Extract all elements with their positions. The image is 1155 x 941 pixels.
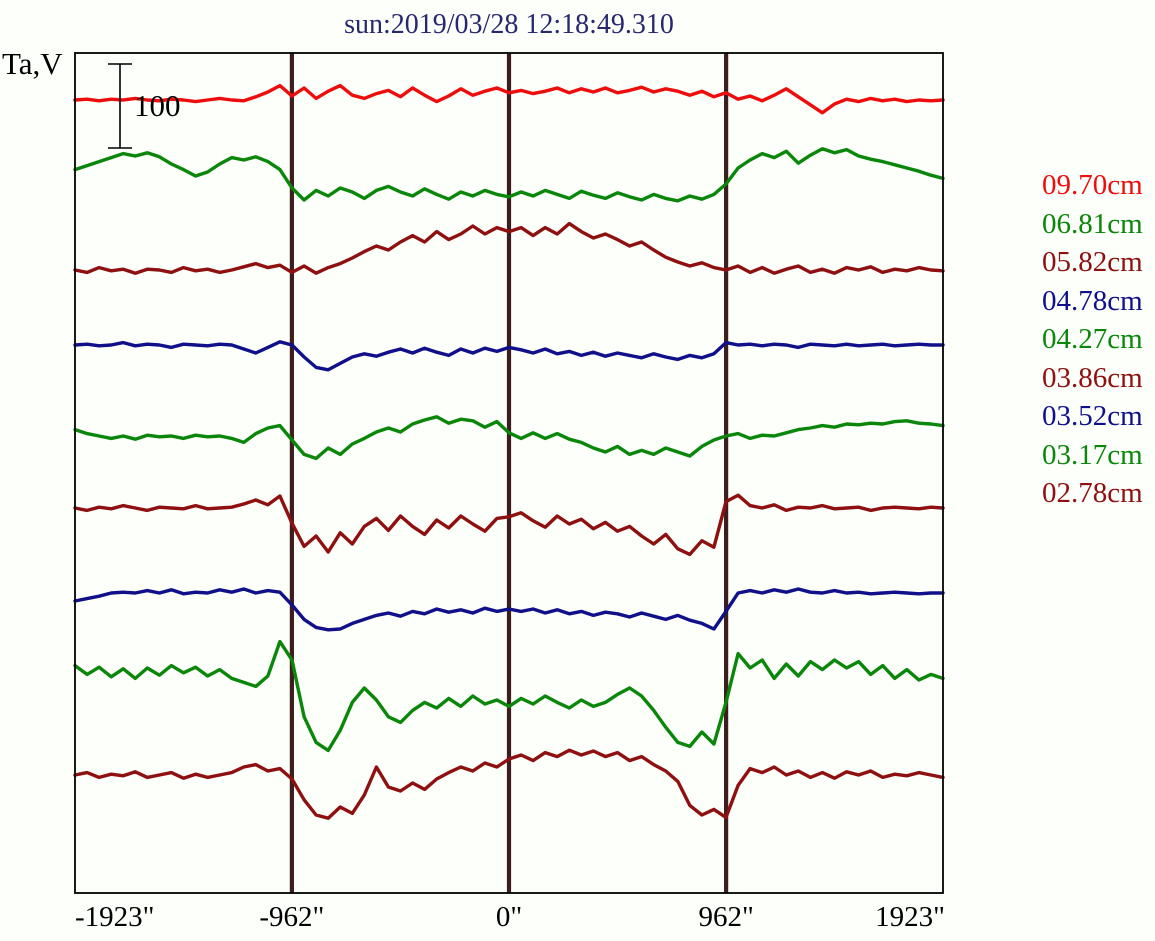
- legend-item-03.17cm: 03.17cm: [1042, 438, 1143, 471]
- trace-04.78cm: [73, 340, 945, 372]
- x-tick-labels: -1923" -962" 0" 962" 1923": [75, 901, 945, 933]
- legend-item-09.70cm: 09.70cm: [1042, 169, 1143, 201]
- trace-03.17cm: [73, 639, 945, 753]
- x-tick-label: 0": [496, 901, 522, 933]
- y-axis-label: Ta,V: [2, 46, 63, 81]
- plot-border: [74, 52, 944, 894]
- legend-item-04.27cm: 04.27cm: [1042, 323, 1143, 355]
- wavelength-legend: 09.70cm 06.81cm 05.82cm 04.78cm 04.27cm 03.86…: [1042, 166, 1143, 513]
- reference-lines: [289, 53, 729, 893]
- legend-item-02.78cm: 02.78cm: [1042, 477, 1143, 509]
- legend-item-03.86cm: 03.86cm: [1042, 361, 1143, 394]
- legend-item-03.52cm: 03.52cm: [1042, 400, 1143, 432]
- trace-05.82cm: [73, 221, 945, 275]
- legend-item-04.78cm: 04.78cm: [1042, 284, 1143, 317]
- scale-bar-label: 100: [134, 88, 181, 123]
- x-tick-label: -1923": [75, 901, 155, 933]
- trace-04.27cm: [73, 415, 945, 461]
- trace-06.81cm: [73, 147, 945, 203]
- legend-item-05.82cm: 05.82cm: [1042, 246, 1143, 278]
- scan-traces: [73, 83, 945, 820]
- trace-03.52cm: [73, 587, 945, 632]
- scale-bar: [108, 63, 132, 149]
- x-tick-label: 1923": [875, 901, 945, 933]
- trace-03.86cm: [73, 493, 945, 557]
- legend-item-06.81cm: 06.81cm: [1042, 207, 1143, 240]
- trace-09.70cm: [73, 83, 945, 115]
- chart-title: sun:2019/03/28 12:18:49.310: [344, 9, 674, 40]
- trace-02.78cm: [73, 748, 945, 820]
- x-tick-label: 962": [698, 901, 753, 933]
- x-tick-label: -962": [259, 901, 324, 933]
